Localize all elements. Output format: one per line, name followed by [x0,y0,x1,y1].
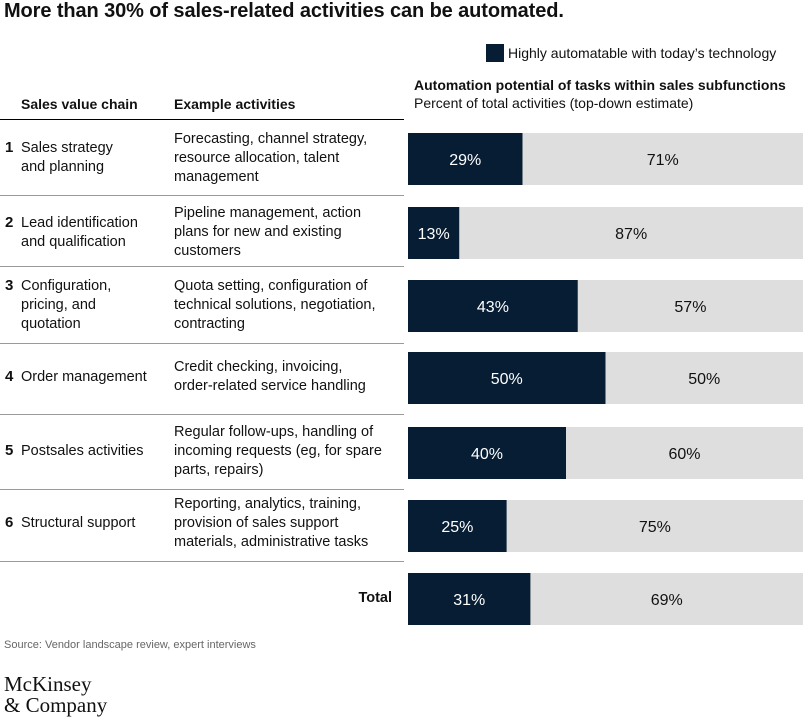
row-chain-label: Configuration, pricing, and quotation [21,277,111,334]
row-number: 3 [5,277,14,294]
logo-line: & Company [4,693,108,717]
row-activities: Regular follow-ups, handling of incoming… [174,423,382,480]
row-number: 5 [5,442,14,459]
row-activities-line: parts, repairs) [174,462,264,478]
row-chain-label: Order management [21,368,147,387]
bar-value-label: 40% [471,446,503,463]
row-activities-line: provision of sales support [174,515,339,531]
bar-remainder [605,352,803,404]
row-chain-line: Postsales activities [21,443,144,459]
bar-automatable [408,573,531,625]
row-chain-line: Structural support [21,515,136,531]
row-activities-line: Regular follow-ups, handling of [174,424,374,440]
row-number: 1 [5,139,14,156]
row-chain-line: Configuration, [21,278,112,294]
mckinsey-logo: McKinsey & Company [4,674,107,716]
bar-value-label: 50% [688,371,720,388]
bar-automatable [408,280,578,332]
bar-automatable [408,500,507,552]
row-activities-line: order-related service handling [174,378,366,394]
bar-remainder [530,573,803,625]
row-activities-line: Pipeline management, action [174,205,362,221]
bar-automatable [408,207,460,259]
row-activities-line: contracting [174,316,245,332]
bar-value-label: 69% [651,592,683,609]
bar-automatable [408,427,566,479]
bar-value-label: 13% [418,226,450,243]
row-chain-line: Order management [21,369,147,385]
row-chain-label: Postsales activities [21,442,144,461]
row-number: 6 [5,514,14,531]
legend-swatch [486,44,504,62]
header-sales-value-chain: Sales value chain [21,96,138,112]
header-example-activities: Example activities [174,96,296,112]
row-activities-line: materials, administrative tasks [174,534,369,550]
bar-automatable [408,133,523,185]
row-divider [0,561,404,562]
row-activities-line: Credit checking, invoicing, [174,359,343,375]
row-activities-line: customers [174,243,241,259]
row-activities: Reporting, analytics, training, provisio… [174,495,368,552]
bar-value-label: 31% [453,592,485,609]
bar-value-label: 57% [674,299,706,316]
bar-remainder [566,427,803,479]
row-chain-line: quotation [21,316,81,332]
bar-remainder [577,280,803,332]
row-activities: Quota setting, configuration of technica… [174,277,376,334]
bar-value-label: 43% [477,299,509,316]
row-divider [0,489,404,490]
bar-remainder [506,500,803,552]
total-label: Total [358,590,392,606]
row-activities-line: Forecasting, channel strategy, [174,131,368,147]
row-chain-label: Structural support [21,514,135,533]
row-divider [0,266,404,267]
bar-value-label: 87% [615,226,647,243]
row-divider [0,195,404,196]
bar-value-label: 60% [668,446,700,463]
bar-value-label: 29% [449,152,481,169]
row-activities: Pipeline management, action plans for ne… [174,204,361,261]
source-note: Source: Vendor landscape review, expert … [4,639,256,651]
row-chain-line: and qualification [21,234,126,250]
row-activities-line: technical solutions, negotiation, [174,297,376,313]
header-chart-title: Automation potential of tasks within sal… [414,77,786,93]
row-chain-line: Sales strategy [21,140,113,156]
row-activities: Credit checking, invoicing, order-relate… [174,358,366,396]
row-chain-label: Lead identification and qualification [21,214,138,252]
bar-value-label: 71% [647,152,679,169]
row-number: 4 [5,368,14,385]
bar-remainder [522,133,803,185]
logo-line: McKinsey [4,672,92,696]
row-activities-line: plans for new and existing [174,224,342,240]
row-divider [0,343,404,344]
legend-label: Highly automatable with today’s technolo… [508,45,777,61]
bar-value-label: 50% [491,371,523,388]
row-activities-line: Reporting, analytics, training, [174,496,361,512]
row-activities-line: incoming requests (eg, for spare [174,443,382,459]
row-activities-line: resource allocation, talent [174,150,340,166]
bar-value-label: 75% [639,519,671,536]
bar-value-label: 25% [441,519,473,536]
row-activities-line: management [174,169,259,185]
row-chain-label: Sales strategy and planning [21,139,113,177]
bar-remainder [459,207,803,259]
row-activities: Forecasting, channel strategy, resource … [174,130,367,187]
row-divider [0,414,404,415]
row-number: 2 [5,214,14,231]
row-chain-line: Lead identification [21,215,138,231]
header-chart-subtitle: Percent of total activities (top-down es… [414,95,694,111]
chart-title: More than 30% of sales-related activitie… [4,0,564,22]
row-activities-line: Quota setting, configuration of [174,278,368,294]
bar-automatable [408,352,606,404]
row-chain-line: and planning [21,159,105,175]
header-rule [0,119,404,120]
row-chain-line: pricing, and [21,297,96,313]
